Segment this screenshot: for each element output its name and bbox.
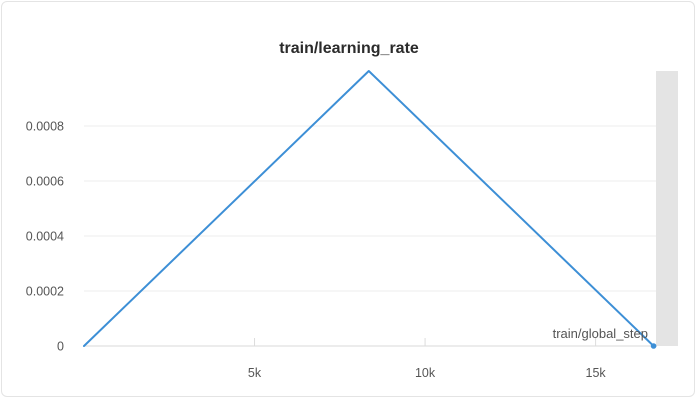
hover-scrubber-region[interactable] xyxy=(656,71,678,346)
y-tick-label: 0.0006 xyxy=(26,175,64,189)
grid-lines xyxy=(84,125,657,292)
y-tick-label: 0 xyxy=(57,340,64,354)
x-tick-label: 10k xyxy=(415,366,436,380)
y-tick-label: 0.0002 xyxy=(26,285,64,299)
x-tick-label: 5k xyxy=(248,366,262,380)
series-endpoint-marker xyxy=(650,343,657,349)
y-tick-label: 0.0004 xyxy=(26,230,64,244)
series-group xyxy=(83,70,657,349)
y-tick-label: 0.0008 xyxy=(26,120,64,134)
x-tick-label: 15k xyxy=(586,366,607,380)
chart-title: train/learning_rate xyxy=(279,40,419,57)
series-line xyxy=(83,70,655,347)
x-axis-label: train/global_step xyxy=(553,326,648,341)
x-axis: 5k 10k 15k xyxy=(84,338,657,380)
y-axis: 0 0.0002 0.0004 0.0006 0.0008 xyxy=(26,120,64,354)
